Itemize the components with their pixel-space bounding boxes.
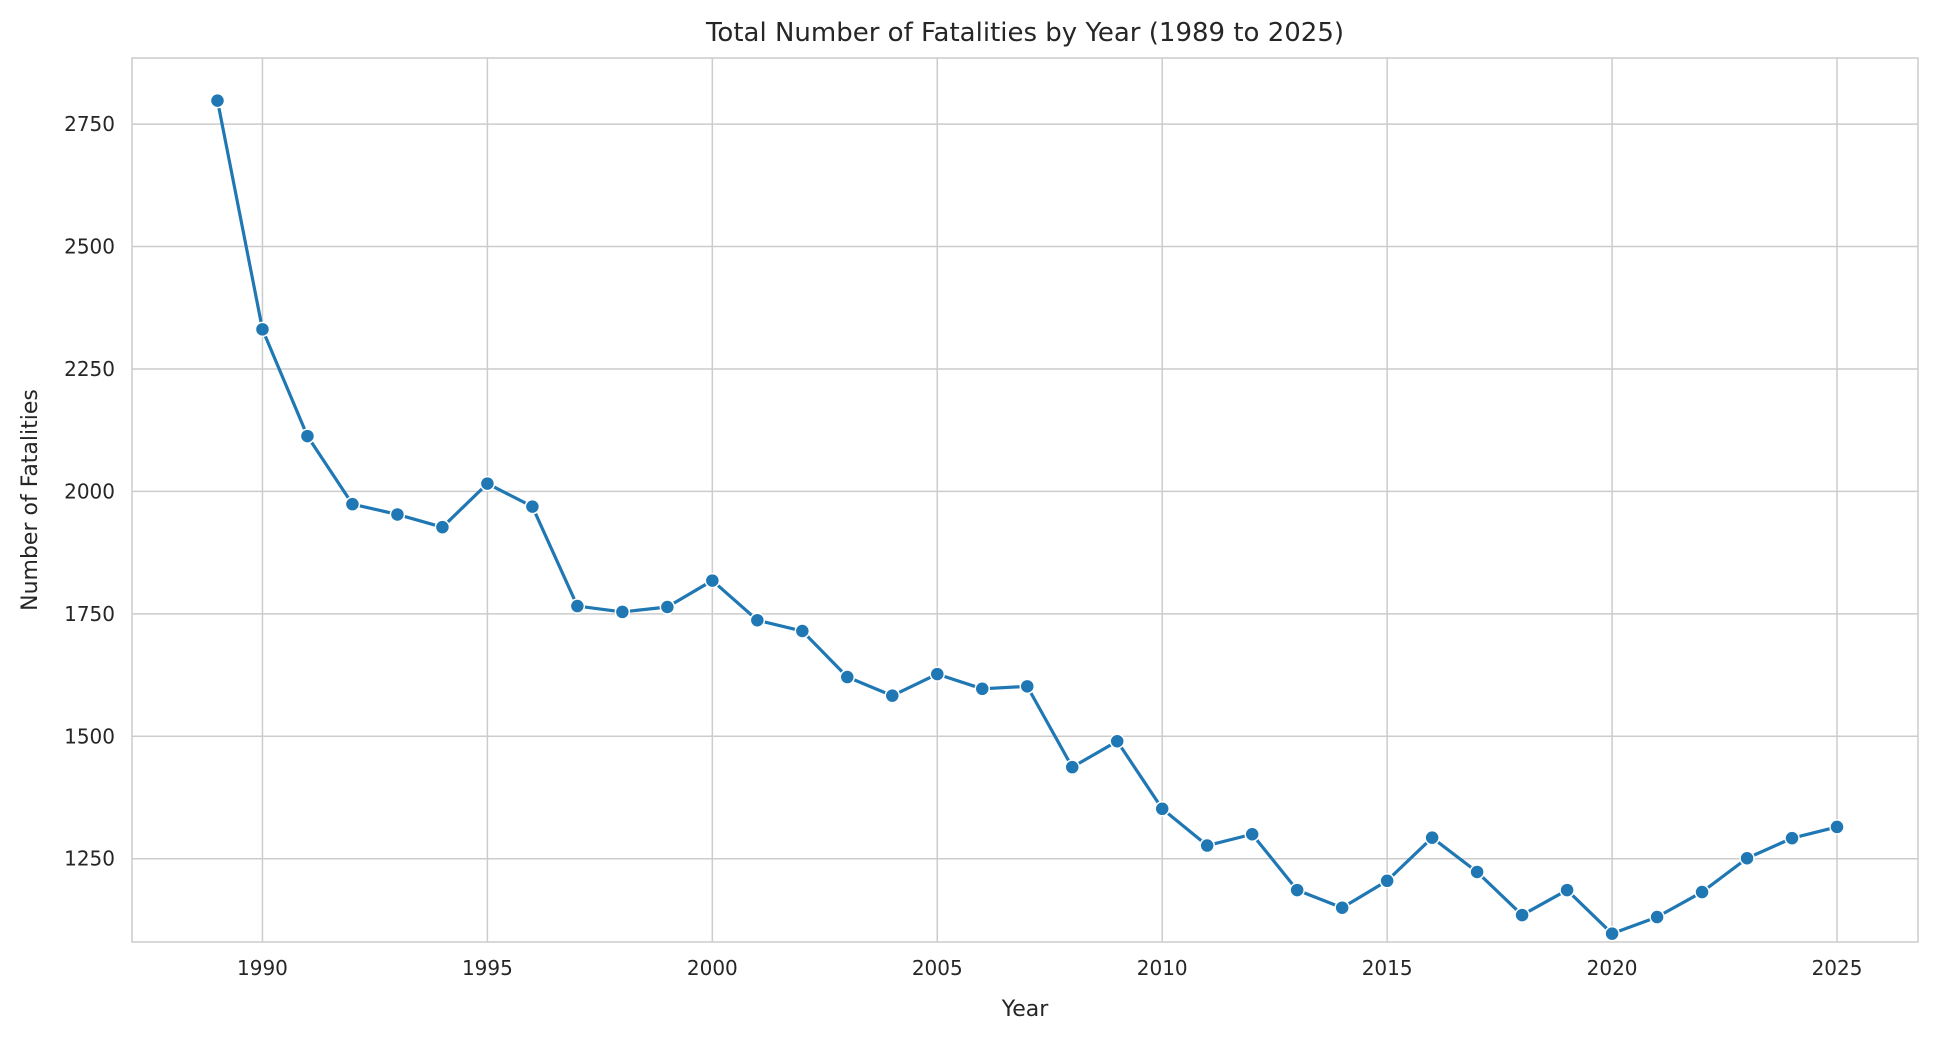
data-point xyxy=(524,498,541,515)
data-point xyxy=(659,599,676,615)
y-tick-label: 1750 xyxy=(64,602,115,626)
data-point xyxy=(1784,830,1800,846)
plot-frame xyxy=(131,57,1919,943)
x-tick-label: 2005 xyxy=(912,956,963,980)
data-point xyxy=(1739,850,1755,867)
data-point xyxy=(1604,925,1620,942)
data-point xyxy=(794,623,811,639)
data-point xyxy=(1514,907,1530,923)
y-axis-label: Number of Fatalities xyxy=(18,389,43,611)
x-tick-label: 2025 xyxy=(1812,956,1863,980)
y-tick-label: 2000 xyxy=(64,479,115,503)
chart-title: Total Number of Fatalities by Year (1989… xyxy=(705,18,1344,48)
data-point xyxy=(479,475,496,492)
y-tick-label: 2750 xyxy=(64,112,115,136)
data-point xyxy=(1379,873,1395,889)
x-tick-label: 2015 xyxy=(1362,956,1413,980)
data-point xyxy=(1244,826,1260,843)
data-point xyxy=(1424,829,1440,846)
data-point xyxy=(929,666,946,682)
data-point xyxy=(299,428,316,444)
x-tick-label: 1990 xyxy=(237,956,288,980)
data-point xyxy=(974,681,991,697)
data-point xyxy=(1469,864,1485,880)
data-point xyxy=(434,519,451,535)
x-tick-label: 2010 xyxy=(1137,956,1188,980)
data-point xyxy=(209,92,226,109)
data-point xyxy=(1649,909,1665,925)
data-point xyxy=(1289,882,1305,898)
data-point xyxy=(344,496,361,512)
x-tick-label: 1995 xyxy=(462,956,513,980)
data-point xyxy=(569,598,586,614)
data-point xyxy=(1109,733,1125,749)
data-point xyxy=(839,669,856,685)
data-point xyxy=(614,604,631,620)
data-point xyxy=(254,321,271,338)
data-point xyxy=(1199,837,1215,854)
tick-labels: 1990 1995 2000 2005 2010 2015 2020 2025 1250 1500… xyxy=(64,112,1862,980)
data-point xyxy=(1154,801,1170,817)
x-tick-label: 2020 xyxy=(1587,956,1638,980)
series-layer xyxy=(209,92,1845,942)
x-tick-label: 2000 xyxy=(687,956,738,980)
data-point xyxy=(704,572,721,589)
data-point xyxy=(749,612,766,628)
data-point xyxy=(1559,882,1575,898)
data-point xyxy=(884,687,901,704)
grid-lines xyxy=(132,58,1918,942)
data-point xyxy=(389,506,406,523)
data-point xyxy=(1694,884,1710,900)
data-point xyxy=(1334,899,1350,916)
data-point xyxy=(1019,678,1035,695)
y-tick-label: 2250 xyxy=(64,357,115,381)
data-point xyxy=(1829,819,1845,835)
y-tick-label: 1500 xyxy=(64,724,115,748)
data-point xyxy=(1064,759,1080,775)
y-tick-label: 2500 xyxy=(64,235,115,259)
x-axis-label: Year xyxy=(1001,997,1050,1022)
y-tick-label: 1250 xyxy=(64,847,115,871)
